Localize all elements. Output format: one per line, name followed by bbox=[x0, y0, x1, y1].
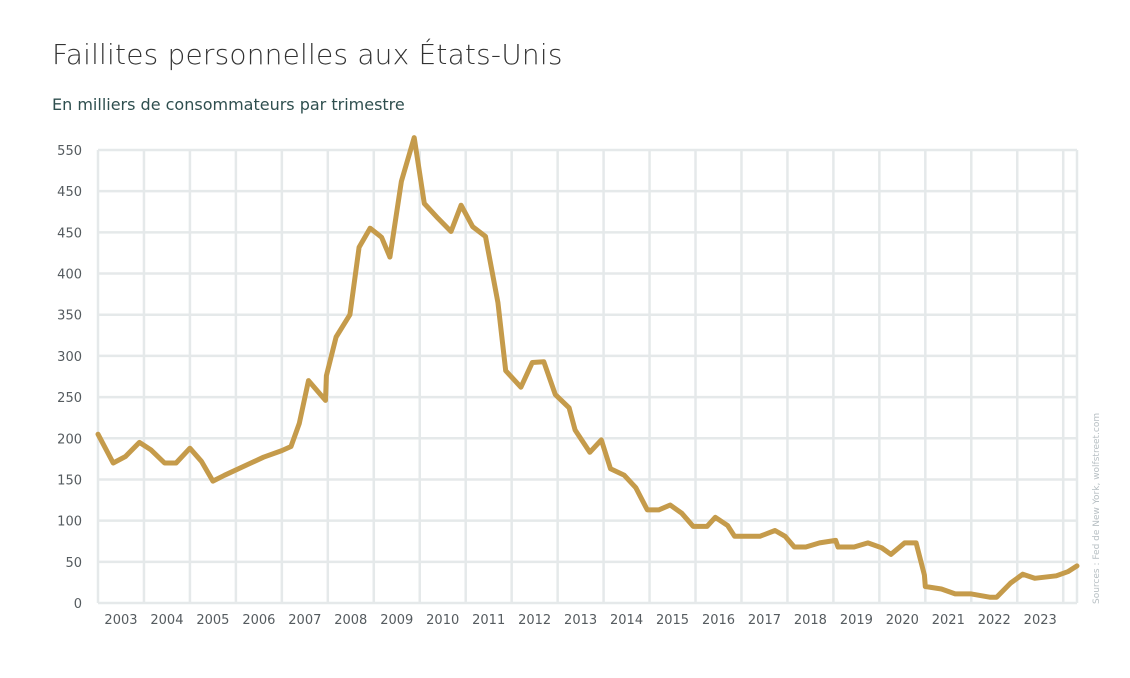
series-line bbox=[95, 135, 1080, 600]
x-tick-label: 2016 bbox=[702, 613, 735, 628]
x-tick-label: 2015 bbox=[656, 613, 689, 628]
x-tick-label: 2021 bbox=[932, 613, 965, 628]
x-tick-label: 2014 bbox=[610, 613, 643, 628]
x-tick-label: 2023 bbox=[1024, 613, 1057, 628]
y-tick-label: 0 bbox=[74, 597, 82, 612]
x-tick-label: 2007 bbox=[288, 613, 321, 628]
x-tick-label: 2022 bbox=[978, 613, 1011, 628]
series-group bbox=[95, 135, 1080, 600]
chart-grid bbox=[96, 148, 1079, 605]
x-tick-label: 2009 bbox=[380, 613, 413, 628]
source-note: Sources : Fed de New York, wolfstreet.co… bbox=[1092, 412, 1102, 604]
x-axis: 2003 2004 2005 2006 2007 2008 2009 2010 2011 2012… bbox=[104, 613, 1056, 628]
x-tick-label: 2019 bbox=[840, 613, 873, 628]
x-tick-label: 2013 bbox=[564, 613, 597, 628]
x-tick-label: 2004 bbox=[150, 613, 183, 628]
chart-subtitle: En milliers de consommateurs par trimest… bbox=[52, 95, 405, 114]
y-tick-label: 50 bbox=[65, 556, 82, 571]
y-tick-label: 350 bbox=[57, 309, 82, 324]
y-tick-label: 550 bbox=[57, 144, 82, 159]
x-tick-label: 2011 bbox=[472, 613, 505, 628]
x-tick-label: 2020 bbox=[886, 613, 919, 628]
chart-title: Faillites personnelles aux États-Unis bbox=[52, 38, 563, 71]
x-tick-label: 2008 bbox=[334, 613, 367, 628]
y-tick-label: 300 bbox=[57, 350, 82, 365]
y-tick-label: 100 bbox=[57, 515, 82, 530]
x-tick-label: 2018 bbox=[794, 613, 827, 628]
y-tick-label: 150 bbox=[57, 473, 82, 488]
x-tick-label: 2003 bbox=[104, 613, 137, 628]
y-tick-label: 450 bbox=[57, 185, 82, 200]
y-tick-label: 400 bbox=[57, 268, 82, 283]
x-tick-label: 2006 bbox=[242, 613, 275, 628]
x-tick-label: 2017 bbox=[748, 613, 781, 628]
x-tick-label: 2010 bbox=[426, 613, 459, 628]
x-tick-label: 2012 bbox=[518, 613, 551, 628]
y-tick-label: 200 bbox=[57, 432, 82, 447]
y-tick-label: 450 bbox=[57, 226, 82, 241]
y-axis: 0 50 100 150 200 250 300 350 400 450 450 550 bbox=[57, 144, 82, 612]
y-tick-label: 250 bbox=[57, 391, 82, 406]
x-tick-label: 2005 bbox=[196, 613, 229, 628]
